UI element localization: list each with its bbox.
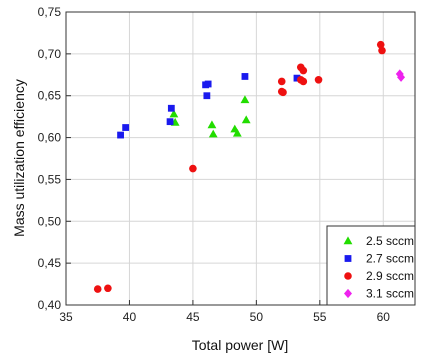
data-point bbox=[240, 95, 250, 104]
data-point bbox=[166, 118, 174, 126]
y-tick-label: 0,50 bbox=[38, 214, 62, 228]
legend-items: 2.5 sccm 2.7 sccm 2.9 sccm 3.1 sccm bbox=[343, 234, 414, 301]
series-3-1-sccm bbox=[395, 69, 406, 82]
data-point bbox=[207, 120, 217, 129]
data-point bbox=[122, 124, 130, 131]
data-point bbox=[117, 131, 124, 139]
legend-entry: 2.9 sccm bbox=[344, 269, 414, 283]
data-point bbox=[232, 128, 242, 137]
x-tick-label: 40 bbox=[123, 310, 137, 324]
data-point bbox=[279, 88, 287, 97]
legend-box bbox=[326, 225, 416, 306]
data-point bbox=[299, 66, 308, 75]
legend: 2.5 sccm 2.7 sccm 2.9 sccm 3.1 sccm bbox=[326, 225, 416, 306]
data-point bbox=[376, 40, 385, 49]
data-point bbox=[167, 104, 175, 112]
y-tick-label: 0,65 bbox=[38, 89, 62, 103]
y-tick-label: 0,70 bbox=[38, 47, 62, 61]
y-tick-label: 0,45 bbox=[38, 256, 62, 270]
axis-ticks: 35 40 45 50 55 60 0,40 0,45 0,50 0,55 0,60 0,65 0,70… bbox=[38, 5, 391, 324]
y-axis-title: Mass utilization efficiency bbox=[11, 79, 27, 237]
y-tick-label: 0,60 bbox=[38, 131, 62, 145]
legend-label: 2.7 sccm bbox=[366, 252, 414, 266]
legend-entry: 2.5 sccm bbox=[343, 234, 414, 248]
legend-entry: 2.7 sccm bbox=[344, 252, 414, 266]
data-point bbox=[397, 72, 406, 82]
data-point bbox=[293, 74, 301, 82]
data-point bbox=[208, 129, 218, 138]
data-point bbox=[241, 73, 249, 80]
x-tick-label: 55 bbox=[313, 310, 327, 324]
x-tick-label: 45 bbox=[186, 310, 200, 324]
data-point bbox=[104, 284, 112, 293]
legend-marker bbox=[344, 272, 352, 280]
plot-frame bbox=[65, 11, 416, 306]
data-point bbox=[299, 77, 308, 86]
data-point bbox=[189, 164, 197, 173]
y-tick-label: 0,40 bbox=[38, 298, 62, 312]
data-points bbox=[93, 40, 406, 293]
legend-label: 2.5 sccm bbox=[366, 234, 414, 248]
data-point bbox=[204, 80, 212, 88]
x-tick-label: 35 bbox=[59, 310, 73, 324]
data-point bbox=[378, 46, 386, 55]
legend-marker bbox=[344, 288, 352, 299]
data-point bbox=[277, 77, 286, 86]
legend-label: 3.1 sccm bbox=[366, 287, 414, 301]
data-point bbox=[314, 76, 323, 84]
series-2-7-sccm bbox=[117, 73, 301, 139]
y-tick-label: 0,75 bbox=[38, 5, 62, 19]
x-tick-label: 60 bbox=[377, 310, 391, 324]
series-2-9-sccm bbox=[93, 40, 386, 293]
data-point bbox=[93, 285, 102, 293]
data-point bbox=[203, 92, 211, 100]
series-2-5-sccm bbox=[169, 95, 251, 138]
x-tick-label: 50 bbox=[250, 310, 264, 324]
legend-marker bbox=[344, 255, 352, 262]
legend-label: 2.9 sccm bbox=[366, 269, 414, 283]
data-point bbox=[241, 115, 251, 124]
data-point bbox=[169, 109, 179, 118]
legend-entry: 3.1 sccm bbox=[344, 287, 414, 301]
legend-marker bbox=[343, 236, 353, 245]
x-axis-title: Total power [W] bbox=[192, 337, 288, 353]
y-tick-label: 0,55 bbox=[38, 172, 62, 186]
